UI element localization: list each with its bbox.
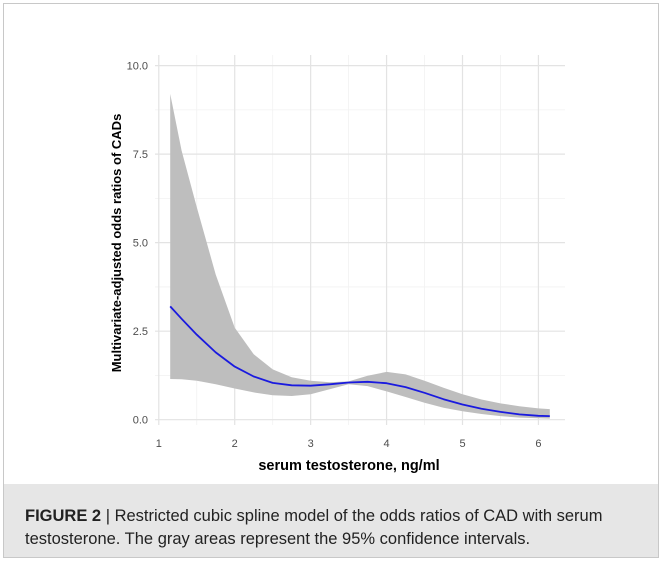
y-tick-label: 7.5 (133, 149, 148, 161)
y-tick-label: 2.5 (133, 326, 148, 338)
x-tick-label: 6 (535, 438, 541, 450)
y-tick-label: 5.0 (133, 238, 148, 250)
odds-ratio-line (169, 305, 550, 417)
x-tick-label: 2 (232, 438, 238, 450)
spline-curve (169, 305, 550, 417)
x-tick-label: 5 (459, 438, 465, 450)
figure-frame (3, 3, 659, 558)
caption-separator: | (101, 507, 115, 525)
x-axis-title: serum testosterone, ng/ml (258, 458, 439, 474)
x-tick-label: 4 (384, 438, 390, 450)
x-tick-label: 1 (156, 438, 162, 450)
caption-text: Restricted cubic spline model of the odd… (25, 507, 603, 548)
confidence-band-area (170, 93, 550, 419)
y-axis-title: Multivariate-adjusted odds ratios of CAD… (109, 114, 124, 373)
y-tick-label: 10.0 (127, 61, 148, 73)
caption-label: FIGURE 2 (25, 507, 102, 525)
x-tick-label: 3 (308, 438, 314, 450)
tick-labels: 1 2 3 4 5 6 0.0 2.5 5.0 7.5 10.0 (127, 61, 542, 450)
y-tick-label: 0.0 (133, 415, 148, 427)
confidence-band (170, 93, 550, 419)
caption-band (4, 484, 658, 557)
figure-caption: FIGURE 2 | Restricted cubic spline model… (25, 505, 645, 551)
